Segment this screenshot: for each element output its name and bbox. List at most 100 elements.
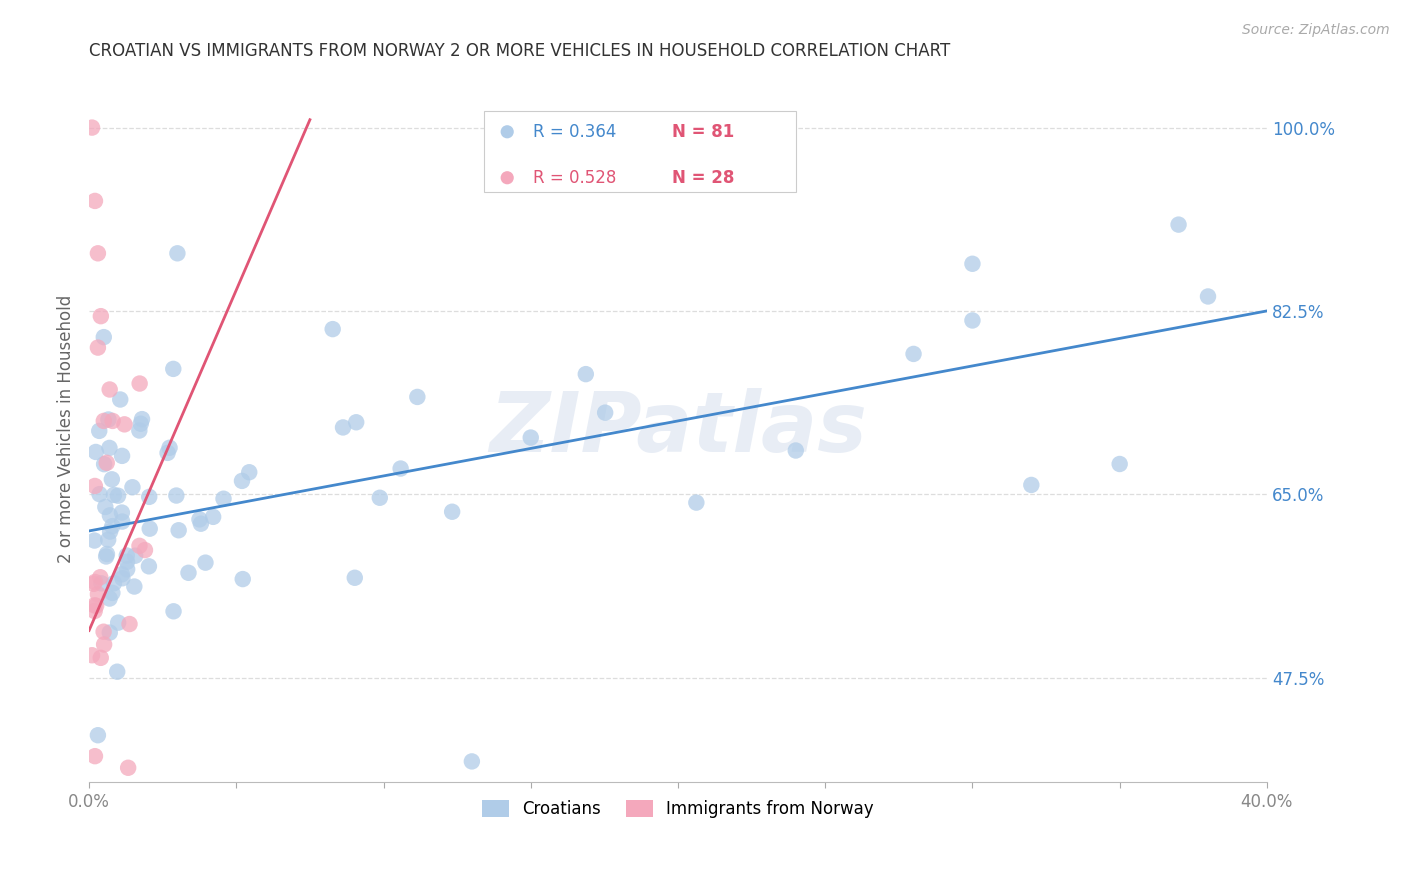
Point [96, 547, 118, 561]
Point [111, 449, 134, 463]
Text: CROATIAN VS IMMIGRANTS FROM NORWAY 2 OR MORE VEHICLES IN HOUSEHOLD CORRELATION C: CROATIAN VS IMMIGRANTS FROM NORWAY 2 OR … [89, 42, 950, 60]
Point [368, 491, 391, 505]
Point [202, 509, 225, 524]
Point [156, 446, 179, 460]
Point [98, 524, 121, 539]
Point [1021, 478, 1043, 492]
Point [111, 506, 134, 520]
Point [96, 549, 118, 564]
Text: N = 28: N = 28 [672, 169, 734, 186]
Point [101, 519, 124, 533]
Point [83, 479, 105, 493]
Point [124, 549, 146, 563]
Text: ZIPatlas: ZIPatlas [489, 388, 868, 469]
Text: R = 0.364: R = 0.364 [533, 123, 616, 141]
Point [107, 615, 129, 630]
Point [1108, 457, 1130, 471]
Point [129, 417, 152, 431]
Point [101, 586, 124, 600]
Point [162, 604, 184, 618]
Point [962, 313, 984, 327]
Point [114, 417, 136, 432]
Point [87, 728, 110, 742]
Point [87, 246, 110, 260]
Point [98, 441, 121, 455]
Point [101, 472, 124, 486]
Point [80, 120, 103, 135]
Point [124, 580, 146, 594]
Point [89, 424, 111, 438]
Point [232, 572, 254, 586]
Point [343, 571, 366, 585]
Point [389, 461, 412, 475]
Point [84, 749, 107, 764]
Point [93, 624, 115, 639]
Point [128, 539, 150, 553]
Text: R = 0.528: R = 0.528 [533, 169, 616, 186]
Point [83, 599, 105, 613]
Point [962, 257, 984, 271]
Point [685, 495, 707, 509]
Point [111, 515, 134, 529]
Point [519, 431, 541, 445]
Point [98, 508, 121, 523]
Point [1197, 289, 1219, 303]
FancyBboxPatch shape [484, 111, 796, 192]
Point [103, 576, 125, 591]
Point [115, 549, 138, 563]
Point [138, 490, 160, 504]
Point [98, 625, 121, 640]
Point [107, 489, 129, 503]
Point [115, 562, 138, 576]
Text: N = 81: N = 81 [672, 123, 734, 141]
Point [138, 522, 160, 536]
Point [94, 500, 117, 514]
Point [84, 445, 107, 459]
Point [98, 591, 121, 606]
Y-axis label: 2 or more Vehicles in Household: 2 or more Vehicles in Household [58, 294, 75, 563]
Point [111, 571, 134, 585]
Point [190, 516, 212, 531]
Point [80, 648, 103, 663]
Point [101, 414, 124, 428]
Point [134, 543, 156, 558]
Point [1123, 204, 1146, 219]
Point [83, 533, 105, 548]
Point [903, 347, 925, 361]
Point [83, 577, 105, 591]
Point [165, 489, 187, 503]
Point [97, 412, 120, 426]
Point [93, 330, 115, 344]
Point [89, 487, 111, 501]
Point [322, 322, 344, 336]
Point [118, 617, 141, 632]
Point [162, 362, 184, 376]
Point [1167, 218, 1189, 232]
Point [115, 555, 138, 569]
Point [159, 441, 181, 455]
Point [785, 443, 807, 458]
Point [128, 376, 150, 391]
Point [131, 412, 153, 426]
Point [84, 194, 107, 208]
Point [84, 599, 107, 613]
Point [177, 566, 200, 580]
Point [212, 491, 235, 506]
Point [575, 367, 598, 381]
Point [93, 414, 115, 428]
Point [344, 415, 367, 429]
Point [90, 309, 112, 323]
Point [110, 392, 132, 407]
Point [90, 650, 112, 665]
Legend: Croatians, Immigrants from Norway: Croatians, Immigrants from Norway [475, 794, 880, 825]
Point [166, 246, 188, 260]
Point [194, 556, 217, 570]
Point [84, 574, 107, 589]
Point [332, 420, 354, 434]
Point [105, 665, 128, 679]
Point [238, 465, 260, 479]
Point [93, 638, 115, 652]
Point [117, 761, 139, 775]
Point [111, 567, 134, 582]
Point [188, 512, 211, 526]
